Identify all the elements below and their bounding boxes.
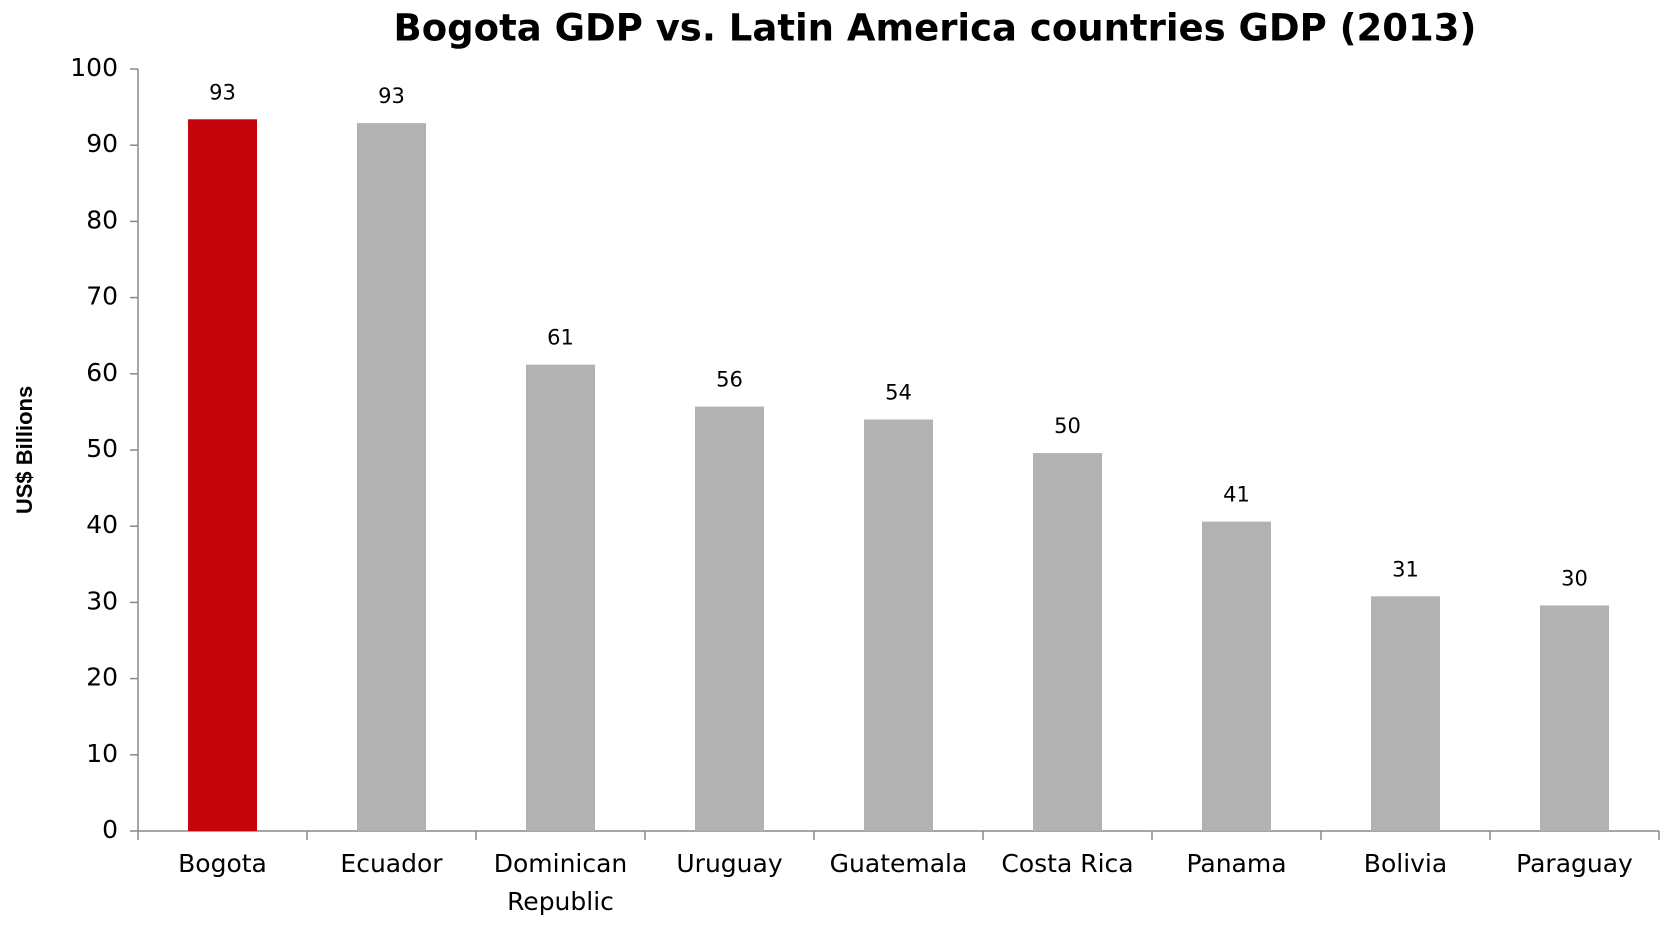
x-tick-label: Ecuador	[340, 849, 443, 878]
value-label: 30	[1561, 566, 1588, 590]
x-tick-label: Bolivia	[1363, 849, 1448, 878]
x-tick-label: Panama	[1186, 849, 1287, 878]
value-label: 50	[1054, 414, 1081, 438]
bar	[357, 123, 426, 832]
value-label: 93	[209, 80, 236, 104]
bar	[1371, 596, 1440, 831]
x-tick-label: Uruguay	[676, 849, 783, 878]
x-tick-label: Guatemala	[829, 849, 968, 878]
value-label: 56	[716, 368, 743, 392]
y-tick-label: 50	[86, 434, 118, 463]
y-tick-label: 80	[86, 205, 118, 234]
x-tick-label: Paraguay	[1516, 849, 1633, 878]
bar	[695, 406, 764, 831]
y-tick-label: 10	[86, 739, 118, 768]
y-tick-label: 0	[102, 815, 118, 844]
bar	[188, 119, 257, 832]
y-tick-label: 70	[86, 282, 118, 311]
bar	[1033, 453, 1102, 831]
y-tick-label: 40	[86, 510, 118, 539]
value-label: 41	[1223, 483, 1250, 507]
value-label: 31	[1392, 557, 1419, 581]
bar	[1202, 521, 1271, 831]
y-tick-label: 90	[86, 129, 118, 158]
value-label: 61	[547, 326, 574, 350]
value-label: 93	[378, 84, 405, 108]
chart-title: Bogota GDP vs. Latin America countries G…	[394, 7, 1477, 50]
bar	[864, 419, 933, 831]
bar	[1540, 605, 1609, 831]
y-tick-label: 20	[86, 663, 118, 692]
y-axis-label: US$ Billions	[12, 386, 37, 514]
x-tick-label: Dominican Republic	[493, 849, 628, 916]
value-label: 54	[885, 381, 912, 405]
x-tick-label: Bogota	[178, 849, 267, 878]
x-tick-label: Costa Rica	[1001, 849, 1134, 878]
bar	[526, 364, 595, 831]
y-tick-label: 30	[86, 586, 118, 615]
y-tick-label: 60	[86, 358, 118, 387]
y-tick-label: 100	[70, 53, 118, 82]
